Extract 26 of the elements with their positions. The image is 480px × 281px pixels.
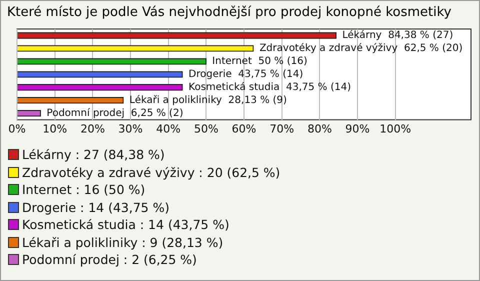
- text: Internet : 16 (50 %): [22, 181, 146, 198]
- category-label: Podomní prodej 6,25 % (2): [46, 108, 184, 119]
- x-tick-label: 10%: [42, 122, 68, 136]
- text: Kosmetická studia : 14 (43,75 %): [22, 216, 230, 234]
- category-label: Kosmetická studia 43,75 % (14): [188, 82, 352, 93]
- x-tick-label: 60%: [232, 122, 256, 136]
- x-tick-label: 30%: [118, 122, 143, 136]
- x-tick-label: 40%: [156, 122, 181, 136]
- x-tick-label: 0%: [8, 122, 26, 136]
- text: Podomní prodej : 2 (6,25 %): [22, 251, 197, 268]
- chart-title: Které místo je podle Vás nejvhodnější pro prodej konopné kosmetiky: [7, 5, 452, 20]
- x-tick-label: 50%: [194, 122, 218, 136]
- x-tick-label: 20%: [80, 122, 105, 136]
- category-label: Zdravotéky a zdravé výživy 62,5 % (20): [259, 43, 463, 54]
- x-tick-label: 90%: [345, 122, 370, 136]
- category-label: Lékárny 84,38 % (27): [342, 30, 454, 42]
- x-tick-label: 100%: [380, 122, 412, 136]
- text: Drogerie : 14 (43,75 %): [22, 198, 170, 216]
- x-tick-label: 70%: [270, 122, 294, 136]
- text: Lékárny : 27 (84,38 %): [22, 146, 165, 164]
- category-label: Drogerie 43,75 % (14): [188, 68, 304, 80]
- text: Zdravotéky a zdravé výživy : 20 (62,5 %): [22, 164, 280, 181]
- category-label: Lékaři a polikliniky 28,13 % (9): [129, 94, 287, 106]
- x-tick-label: 80%: [307, 122, 332, 136]
- text: Lékaři a polikliniky : 9 (28,13 %): [22, 234, 224, 251]
- category-label: Internet 50 % (16): [212, 56, 308, 68]
